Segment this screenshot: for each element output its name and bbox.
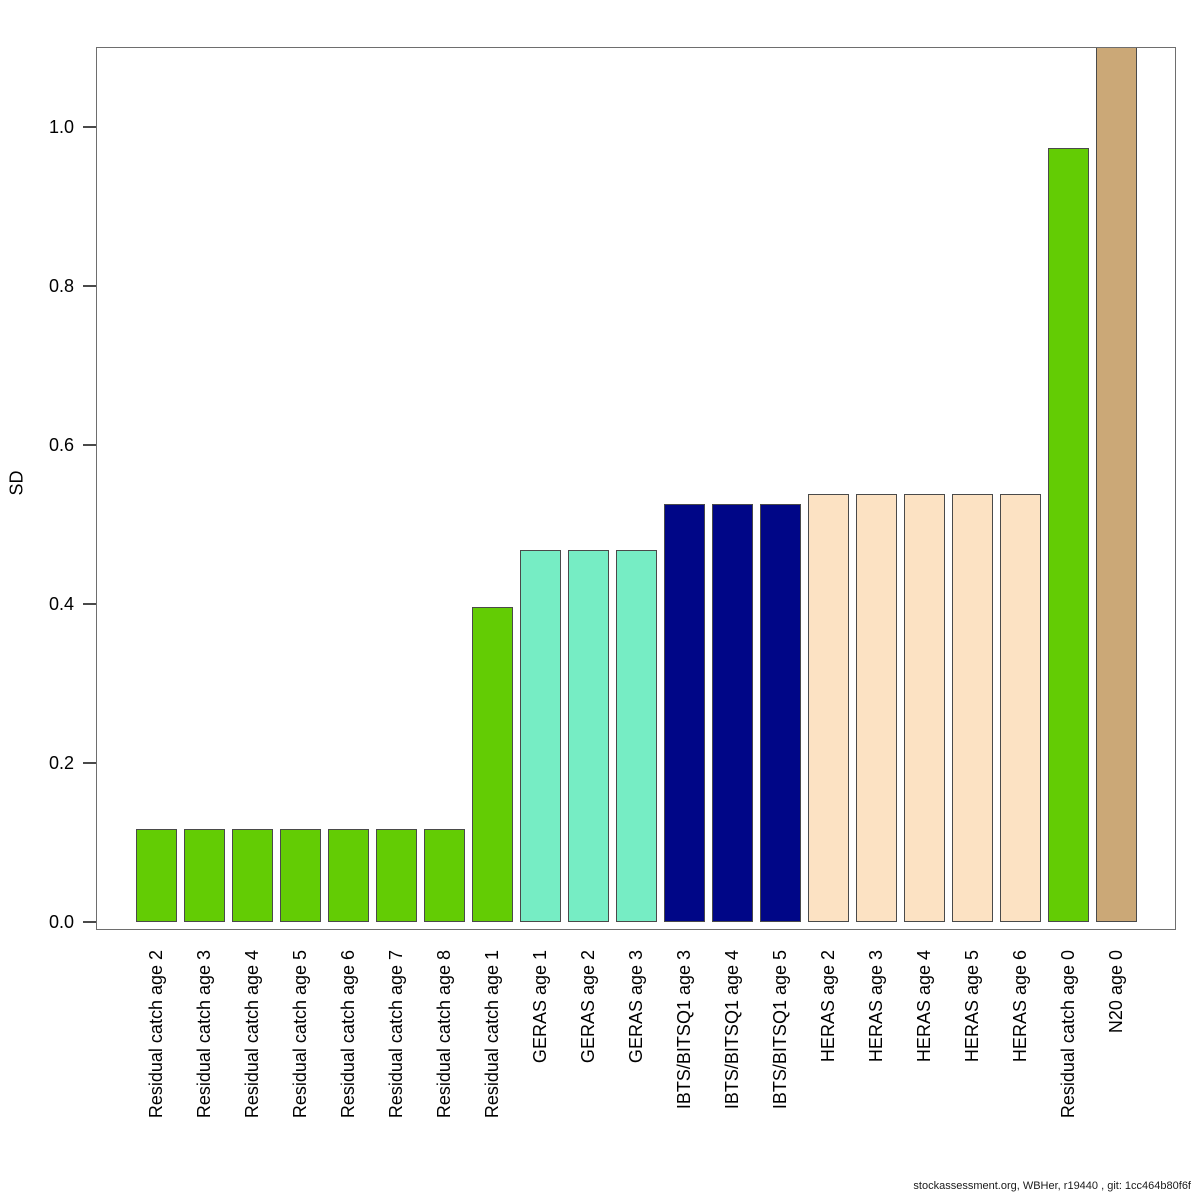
y-tick-label: 0.4 [48, 594, 74, 614]
y-tick-label: 0.2 [48, 753, 74, 773]
y-tick-label: 1.0 [48, 117, 74, 137]
x-axis-label: GERAS age 2 [578, 950, 598, 1064]
bar-ibts-bitsq1-13 [712, 504, 753, 922]
x-axis-label: Residual catch age 1 [482, 950, 502, 1119]
x-axis-label: HERAS age 5 [962, 950, 982, 1063]
y-tick-label: 0.8 [48, 276, 74, 296]
x-axis-label: Residual catch age 5 [290, 950, 310, 1119]
bar-n20-21 [1096, 47, 1137, 922]
bar-heras-16 [856, 494, 897, 922]
bar-residual-catch-2 [184, 829, 225, 922]
bar-residual-catch-4 [280, 829, 321, 922]
bar-geras-11 [616, 550, 657, 922]
bar-residual-catch-20 [1048, 148, 1089, 922]
y-axis-title: SD [6, 470, 27, 496]
bar-residual-catch-6 [376, 829, 417, 922]
bar-heras-19 [1000, 494, 1041, 922]
x-axis-label: Residual catch age 7 [386, 950, 406, 1119]
bar-heras-18 [952, 494, 993, 922]
y-tick-mark [83, 921, 96, 923]
bar-residual-catch-3 [232, 829, 273, 922]
y-tick-label: 0.0 [48, 912, 74, 932]
x-axis-label: IBTS/BITSQ1 age 5 [770, 950, 790, 1110]
y-tick-mark [83, 285, 96, 287]
bar-heras-15 [808, 494, 849, 922]
y-tick-mark [83, 126, 96, 128]
x-axis-label: GERAS age 3 [626, 950, 646, 1064]
bar-geras-10 [568, 550, 609, 922]
x-axis-label: HERAS age 3 [866, 950, 886, 1063]
x-axis-label: Residual catch age 4 [242, 950, 262, 1119]
x-axis-label: HERAS age 4 [914, 950, 934, 1063]
x-axis-label: IBTS/BITSQ1 age 4 [722, 950, 742, 1110]
x-axis-label: N20 age 0 [1106, 950, 1126, 1034]
x-axis-label: Residual catch age 6 [338, 950, 358, 1119]
bar-residual-catch-5 [328, 829, 369, 922]
bar-geras-9 [520, 550, 561, 922]
bar-residual-catch-8 [472, 607, 513, 922]
x-axis-label: Residual catch age 3 [194, 950, 214, 1119]
y-tick-mark [83, 444, 96, 446]
y-tick-mark [83, 762, 96, 764]
bar-ibts-bitsq1-12 [664, 504, 705, 922]
x-axis-label: GERAS age 1 [530, 950, 550, 1064]
x-axis-label: Residual catch age 0 [1058, 950, 1078, 1119]
bar-residual-catch-1 [136, 829, 177, 922]
bar-residual-catch-7 [424, 829, 465, 922]
x-axis-label: Residual catch age 2 [146, 950, 166, 1119]
y-tick-label: 0.6 [48, 435, 74, 455]
bar-heras-17 [904, 494, 945, 922]
footer-credit: stockassessment.org, WBHer, r19440 , git… [913, 1180, 1191, 1192]
bar-ibts-bitsq1-14 [760, 504, 801, 922]
x-axis-label: IBTS/BITSQ1 age 3 [674, 950, 694, 1110]
x-axis-label: HERAS age 6 [1010, 950, 1030, 1063]
x-axis-label: Residual catch age 8 [434, 950, 454, 1119]
x-axis-label: HERAS age 2 [818, 950, 838, 1063]
y-tick-mark [83, 603, 96, 605]
